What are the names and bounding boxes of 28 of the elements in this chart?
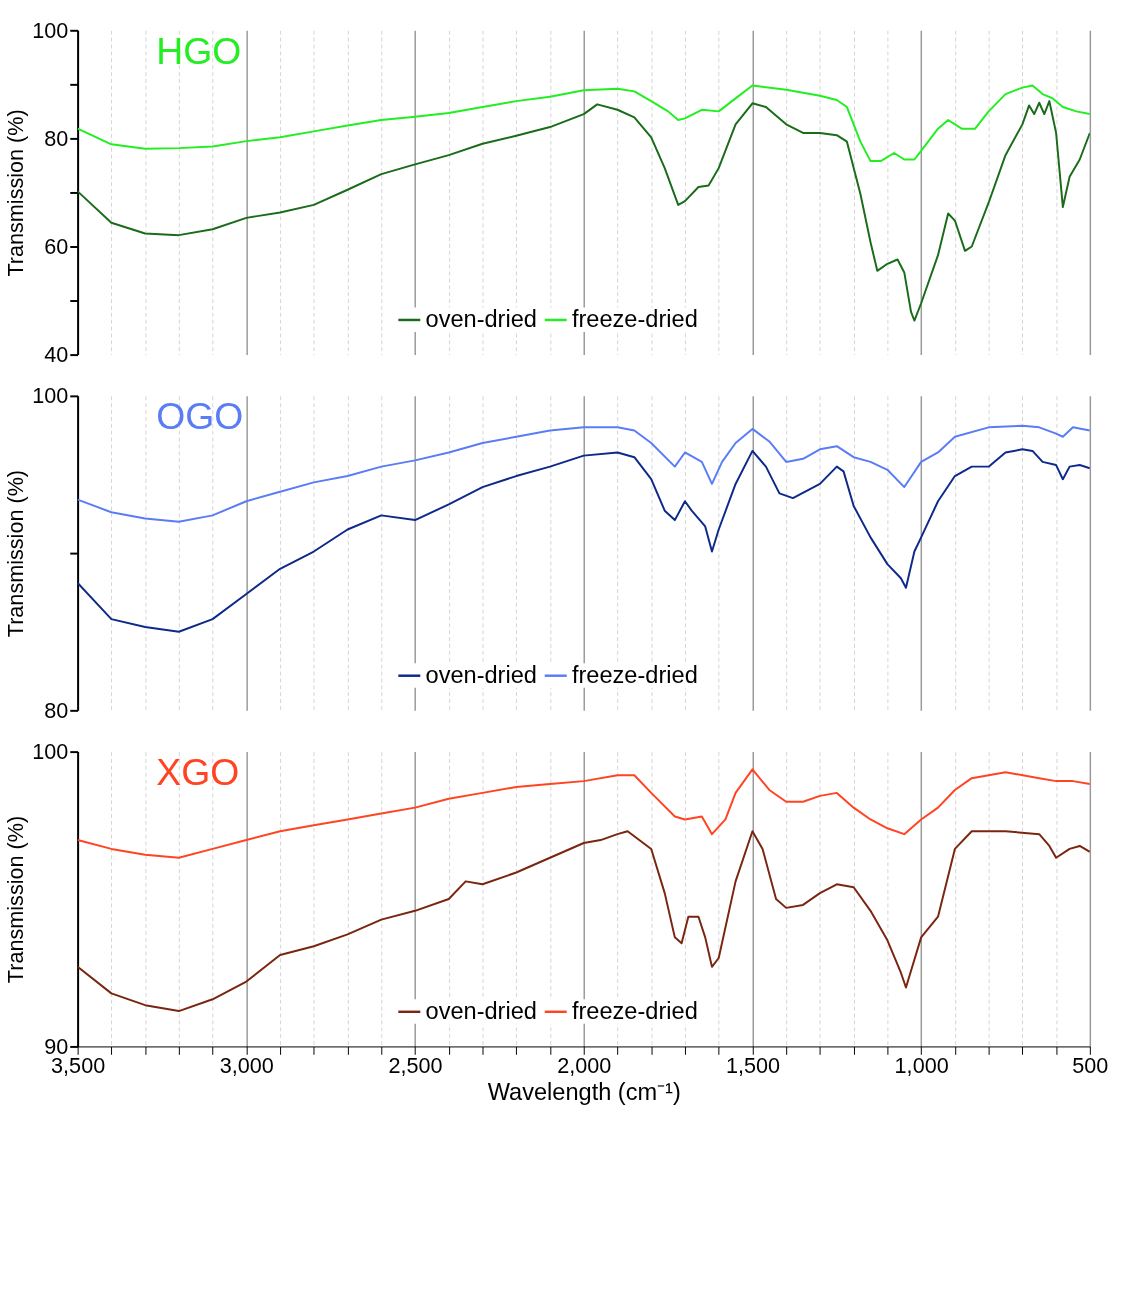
x-axis-title: Wavelength (cm⁻¹) [487,1079,681,1105]
x-tick-label: 2,500 [388,1053,443,1079]
x-tick-label: 500 [1072,1053,1109,1079]
x-tick-label: 1,500 [725,1053,780,1079]
legend-label: oven-dried [425,305,537,332]
y-tick-label: 100 [32,17,69,43]
chart-title: XGO [156,751,240,794]
y-tick-label: 80 [44,697,69,723]
y-axis-title: Transmission (%) [3,109,29,277]
legend-label: oven-dried [425,997,537,1024]
y-tick-label: 60 [44,233,69,259]
legend-label: oven-dried [425,661,537,688]
chart-title: HGO [156,29,242,72]
y-tick-label: 80 [44,125,69,151]
y-tick-label: 100 [32,738,69,764]
y-tick-label: 40 [44,341,69,367]
legend-label: freeze-dried [571,661,698,688]
legend-label: freeze-dried [571,305,698,332]
x-tick-label: 1,000 [894,1053,949,1079]
legend-label: freeze-dried [571,997,698,1024]
y-axis-title: Transmission (%) [3,815,29,984]
y-axis-title: Transmission (%) [3,469,29,638]
line-series [77,448,1090,633]
chart-title: OGO [156,395,244,438]
line-series [77,84,1090,163]
x-tick-label: 3,000 [219,1053,274,1079]
x-tick-label: 2,000 [557,1053,612,1079]
y-tick-label: 100 [32,383,69,409]
